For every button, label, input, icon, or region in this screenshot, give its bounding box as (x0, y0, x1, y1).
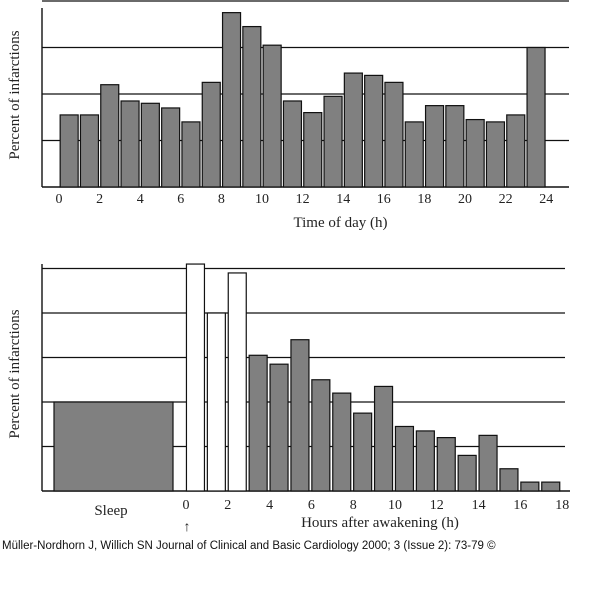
bar (332, 392, 352, 492)
bar (445, 105, 465, 188)
x-tick-label: 0 (56, 192, 63, 207)
sleep-bar (53, 401, 174, 492)
bar (415, 430, 435, 492)
x-tick-label: 6 (177, 192, 184, 207)
bar (242, 25, 262, 188)
bar (227, 272, 247, 492)
bar (436, 437, 456, 492)
bar (499, 468, 519, 492)
bar (79, 114, 100, 188)
x-axis-label: Time of day (h) (293, 215, 387, 231)
y-axis-label: Percent of infarctions (7, 309, 23, 438)
bar (262, 44, 282, 188)
x-tick-label: 2 (224, 498, 231, 513)
bar (221, 12, 242, 188)
x-tick-label: 18 (417, 192, 431, 207)
bar (303, 111, 323, 188)
awakening-arrow-icon: ↑ (184, 520, 191, 535)
x-tick-label: 10 (388, 498, 402, 513)
x-tick-label: 2 (96, 192, 103, 207)
bar (541, 481, 561, 492)
x-tick-label: 10 (255, 192, 269, 207)
bar (181, 121, 201, 188)
x-tick-label: 16 (513, 498, 527, 513)
bar (373, 385, 394, 492)
bar (201, 81, 221, 188)
bar (478, 434, 498, 492)
bar (290, 339, 310, 492)
bar (353, 412, 373, 492)
hours-after-awakening-chart: Sleep 0 2 4 6 8 10 12 14 16 18 ↑ Hours after awakeni… (7, 263, 570, 535)
bar (526, 46, 546, 188)
bar (311, 379, 331, 492)
bar (465, 118, 485, 188)
bar (206, 312, 226, 492)
bar (343, 72, 363, 188)
x-tick-label: 14 (472, 498, 486, 513)
bar (100, 84, 120, 188)
x-tick-label: 12 (430, 498, 444, 513)
bar (404, 121, 424, 188)
bar (140, 102, 160, 188)
x-tick-label: 4 (137, 192, 144, 207)
bar (269, 363, 289, 492)
citation: Müller-Nordhorn J, Willich SN Journal of… (2, 540, 496, 552)
bar (59, 114, 79, 188)
x-tick-label: 14 (336, 192, 350, 207)
bar (323, 95, 343, 188)
bar (384, 81, 404, 188)
x-tick-label: 18 (555, 498, 569, 513)
x-tick-label: 8 (350, 498, 357, 513)
sleep-label: Sleep (94, 503, 127, 519)
bar (424, 105, 445, 188)
bar (282, 100, 303, 188)
x-axis-label: Hours after awakening (h) (301, 515, 459, 531)
x-tick-label: 22 (499, 192, 513, 207)
bar (120, 100, 140, 188)
bar (485, 121, 506, 188)
x-tick-label: 12 (296, 192, 310, 207)
y-axis-label: Percent of infarctions (7, 30, 23, 159)
x-tick-label: 8 (218, 192, 225, 207)
bar (457, 454, 477, 492)
x-tick-label: 0 (183, 498, 190, 513)
x-tick-label: 4 (266, 498, 273, 513)
x-tick-label: 24 (539, 192, 553, 207)
bar (520, 481, 540, 492)
bar (185, 263, 206, 492)
x-tick-label: 6 (308, 498, 315, 513)
bar (161, 107, 181, 188)
bar (364, 74, 384, 188)
x-tick-label: 20 (458, 192, 472, 207)
bar (506, 114, 526, 188)
x-tick-label: 16 (377, 192, 391, 207)
bar (248, 354, 268, 492)
bar (394, 425, 415, 492)
